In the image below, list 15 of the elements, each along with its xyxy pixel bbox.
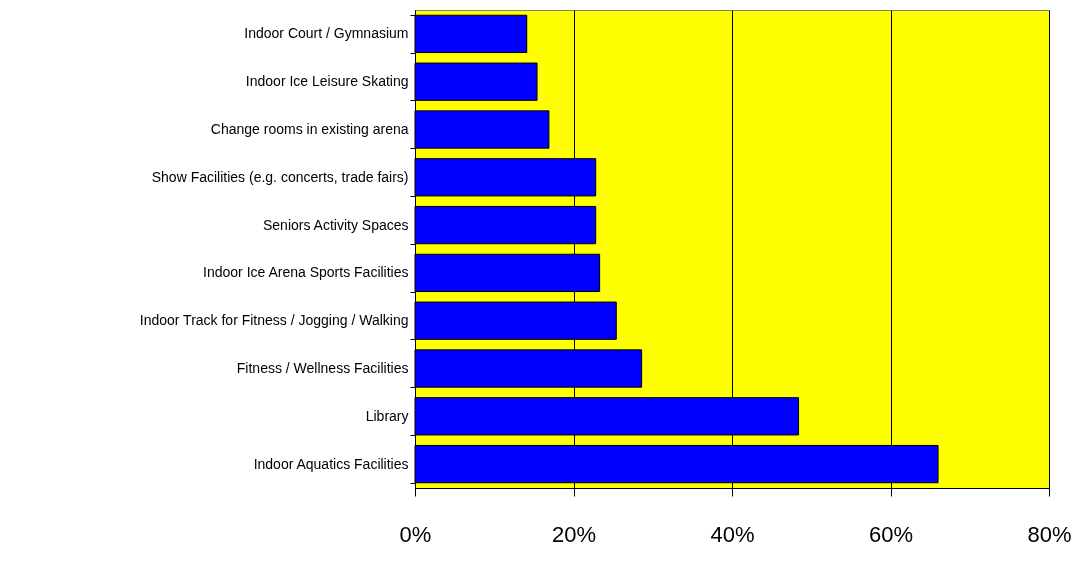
x-tick-label: 20% <box>551 521 597 547</box>
y-tick-label: Show Facilities (e.g. concerts, trade fairs) <box>151 168 409 185</box>
y-tick-label: Library <box>365 407 409 424</box>
y-tick-label: Indoor Track for Fitness / Jogging / Walking <box>139 312 409 329</box>
x-tick-label: 40% <box>710 521 755 547</box>
y-tick-label: Indoor Ice Leisure Skating <box>245 73 409 90</box>
y-tick-label: Indoor Court / Gymnasium <box>244 25 409 42</box>
y-tick-label: Fitness / Wellness Facilities <box>236 360 409 376</box>
y-tick-label: Change rooms in existing arena <box>210 121 409 137</box>
y-tick-label: Indoor Aquatics Facilities <box>253 455 409 472</box>
x-tick-label: 0% <box>399 521 432 547</box>
x-tick-label: 60% <box>868 521 914 547</box>
y-tick-label: Seniors Activity Spaces <box>262 216 409 233</box>
y-tick-label: Indoor Ice Arena Sports Facilities <box>203 264 409 281</box>
x-tick-label: 80% <box>1027 521 1072 547</box>
